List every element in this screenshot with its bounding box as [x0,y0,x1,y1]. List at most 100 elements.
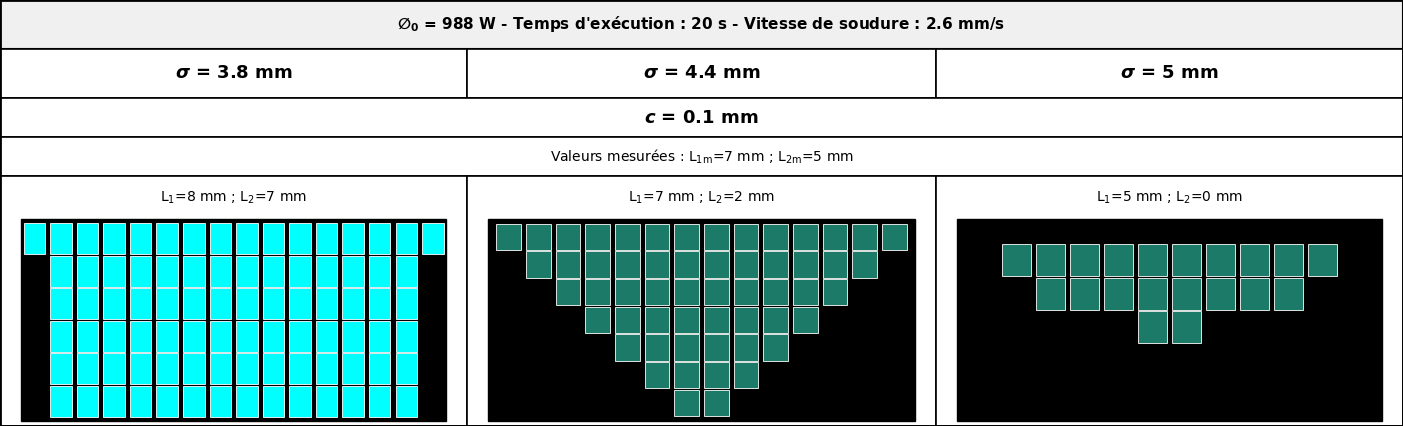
Bar [526,224,550,250]
Bar [182,321,205,351]
Bar [316,386,337,417]
Bar [675,362,699,388]
Bar [262,288,285,319]
Bar [853,251,877,278]
Bar [396,386,417,417]
Bar [422,223,443,254]
Bar [342,321,363,351]
Bar [369,256,390,287]
Bar [585,279,610,305]
Bar [734,251,758,278]
Bar [734,224,758,250]
Bar [793,251,818,278]
Bar [182,386,205,417]
Bar [1070,244,1099,276]
Bar [645,279,669,305]
Bar [497,224,521,250]
Bar [704,334,728,360]
Bar [342,223,363,254]
Bar [209,288,231,319]
Bar [853,224,877,250]
Bar [675,224,699,250]
Bar [0,137,1403,176]
Bar [262,353,285,384]
Bar [645,334,669,360]
Bar [822,251,847,278]
Bar [209,321,231,351]
Bar [130,321,152,351]
Bar [704,362,728,388]
Bar [51,256,72,287]
Bar [156,353,178,384]
Bar [209,386,231,417]
Bar [130,386,152,417]
Bar [77,223,98,254]
Bar [182,256,205,287]
Text: $\mathrm{L_1}$=7 mm ; $\mathrm{L_2}$=2 mm: $\mathrm{L_1}$=7 mm ; $\mathrm{L_2}$=2 m… [629,190,774,206]
Bar [342,386,363,417]
Bar [645,307,669,333]
Bar [289,386,311,417]
Bar [957,219,1382,421]
Bar [236,223,258,254]
Bar [675,251,699,278]
Bar [289,288,311,319]
Bar [1274,244,1303,276]
Bar [0,176,467,426]
Bar [369,386,390,417]
Bar [704,279,728,305]
Bar [209,256,231,287]
Bar [645,224,669,250]
Bar [585,307,610,333]
Bar [585,224,610,250]
Bar [734,279,758,305]
Bar [236,353,258,384]
Bar [615,279,640,305]
Bar [704,224,728,250]
Bar [342,288,363,319]
Bar [130,288,152,319]
Bar [0,98,1403,137]
Bar [704,251,728,278]
Bar [615,251,640,278]
Bar [882,224,906,250]
Bar [793,224,818,250]
Bar [763,224,788,250]
Bar [734,334,758,360]
Bar [704,307,728,333]
Bar [104,288,125,319]
Bar [1172,244,1201,276]
Bar [369,353,390,384]
Bar [316,256,337,287]
Bar [1240,277,1268,310]
Bar [316,353,337,384]
Bar [467,49,936,98]
Bar [1172,277,1201,310]
Bar [0,0,1403,49]
Bar [369,223,390,254]
Bar [1035,244,1065,276]
Bar [396,321,417,351]
Bar [156,256,178,287]
Bar [262,386,285,417]
Text: $\boldsymbol{\sigma}$ = 4.4 mm: $\boldsymbol{\sigma}$ = 4.4 mm [643,64,760,83]
Bar [289,321,311,351]
Bar [262,321,285,351]
Bar [0,49,467,98]
Bar [156,223,178,254]
Text: Valeurs mesurées : $\mathrm{L_{1m}}$=7 mm ; $\mathrm{L_{2m}}$=5 mm: Valeurs mesurées : $\mathrm{L_{1m}}$=7 m… [550,147,853,166]
Text: $\boldsymbol{\sigma}$ = 3.8 mm: $\boldsymbol{\sigma}$ = 3.8 mm [175,64,292,83]
Bar [763,307,788,333]
Bar [396,288,417,319]
Bar [1308,244,1337,276]
Bar [369,321,390,351]
Bar [77,321,98,351]
Bar [209,223,231,254]
Bar [936,176,1403,426]
Bar [104,321,125,351]
Bar [1138,244,1167,276]
Bar [615,334,640,360]
Bar [104,223,125,254]
Bar [1070,277,1099,310]
Bar [130,256,152,287]
